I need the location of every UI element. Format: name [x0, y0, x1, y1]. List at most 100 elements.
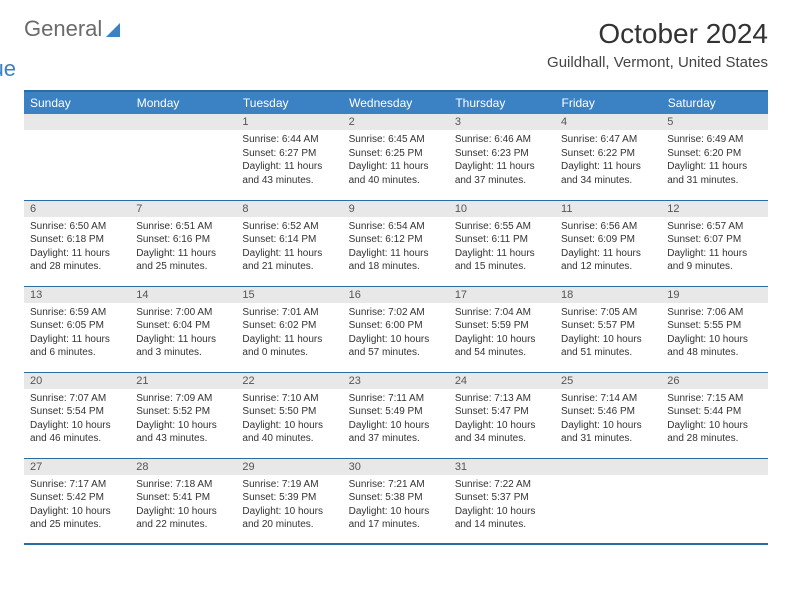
day-number: 30: [343, 459, 449, 475]
day-header: Saturday: [661, 91, 767, 114]
calendar-cell: 19Sunrise: 7:06 AMSunset: 5:55 PMDayligh…: [661, 286, 767, 372]
day-details: Sunrise: 6:56 AMSunset: 6:09 PMDaylight:…: [555, 217, 661, 278]
calendar-cell: 22Sunrise: 7:10 AMSunset: 5:50 PMDayligh…: [236, 372, 342, 458]
day-number: 17: [449, 287, 555, 303]
day-number: [555, 459, 661, 475]
day-details: [555, 475, 661, 482]
day-number: 16: [343, 287, 449, 303]
day-number: 22: [236, 373, 342, 389]
calendar-cell: 6Sunrise: 6:50 AMSunset: 6:18 PMDaylight…: [24, 200, 130, 286]
day-number: 8: [236, 201, 342, 217]
calendar-week: 27Sunrise: 7:17 AMSunset: 5:42 PMDayligh…: [24, 458, 768, 544]
day-details: Sunrise: 7:11 AMSunset: 5:49 PMDaylight:…: [343, 389, 449, 450]
calendar-week: 6Sunrise: 6:50 AMSunset: 6:18 PMDaylight…: [24, 200, 768, 286]
calendar-cell: 5Sunrise: 6:49 AMSunset: 6:20 PMDaylight…: [661, 114, 767, 200]
brand-word1: General: [24, 18, 102, 40]
day-details: [24, 130, 130, 137]
month-title: October 2024: [547, 18, 768, 50]
calendar-cell: 26Sunrise: 7:15 AMSunset: 5:44 PMDayligh…: [661, 372, 767, 458]
day-details: Sunrise: 7:19 AMSunset: 5:39 PMDaylight:…: [236, 475, 342, 536]
calendar-cell: [130, 114, 236, 200]
day-details: Sunrise: 6:46 AMSunset: 6:23 PMDaylight:…: [449, 130, 555, 191]
day-details: Sunrise: 7:13 AMSunset: 5:47 PMDaylight:…: [449, 389, 555, 450]
calendar-cell: 18Sunrise: 7:05 AMSunset: 5:57 PMDayligh…: [555, 286, 661, 372]
calendar-cell: 17Sunrise: 7:04 AMSunset: 5:59 PMDayligh…: [449, 286, 555, 372]
day-details: Sunrise: 7:09 AMSunset: 5:52 PMDaylight:…: [130, 389, 236, 450]
day-number: 19: [661, 287, 767, 303]
calendar-cell: 27Sunrise: 7:17 AMSunset: 5:42 PMDayligh…: [24, 458, 130, 544]
calendar-cell: 7Sunrise: 6:51 AMSunset: 6:16 PMDaylight…: [130, 200, 236, 286]
day-details: Sunrise: 7:04 AMSunset: 5:59 PMDaylight:…: [449, 303, 555, 364]
calendar-cell: 12Sunrise: 6:57 AMSunset: 6:07 PMDayligh…: [661, 200, 767, 286]
day-number: 11: [555, 201, 661, 217]
day-details: Sunrise: 6:51 AMSunset: 6:16 PMDaylight:…: [130, 217, 236, 278]
day-details: Sunrise: 7:17 AMSunset: 5:42 PMDaylight:…: [24, 475, 130, 536]
day-details: Sunrise: 7:10 AMSunset: 5:50 PMDaylight:…: [236, 389, 342, 450]
day-number: 12: [661, 201, 767, 217]
calendar-cell: 11Sunrise: 6:56 AMSunset: 6:09 PMDayligh…: [555, 200, 661, 286]
day-number: [130, 114, 236, 130]
day-number: 9: [343, 201, 449, 217]
day-number: 29: [236, 459, 342, 475]
day-number: 10: [449, 201, 555, 217]
day-number: 24: [449, 373, 555, 389]
calendar-week: 1Sunrise: 6:44 AMSunset: 6:27 PMDaylight…: [24, 114, 768, 200]
day-number: [24, 114, 130, 130]
sail-icon: [106, 23, 120, 37]
day-details: Sunrise: 6:47 AMSunset: 6:22 PMDaylight:…: [555, 130, 661, 191]
day-details: Sunrise: 7:15 AMSunset: 5:44 PMDaylight:…: [661, 389, 767, 450]
day-details: Sunrise: 6:49 AMSunset: 6:20 PMDaylight:…: [661, 130, 767, 191]
calendar-week: 20Sunrise: 7:07 AMSunset: 5:54 PMDayligh…: [24, 372, 768, 458]
day-number: 14: [130, 287, 236, 303]
day-number: 5: [661, 114, 767, 130]
day-header-row: SundayMondayTuesdayWednesdayThursdayFrid…: [24, 91, 768, 114]
calendar-cell: [555, 458, 661, 544]
calendar-cell: 23Sunrise: 7:11 AMSunset: 5:49 PMDayligh…: [343, 372, 449, 458]
calendar-cell: 3Sunrise: 6:46 AMSunset: 6:23 PMDaylight…: [449, 114, 555, 200]
calendar-cell: 28Sunrise: 7:18 AMSunset: 5:41 PMDayligh…: [130, 458, 236, 544]
calendar-cell: 16Sunrise: 7:02 AMSunset: 6:00 PMDayligh…: [343, 286, 449, 372]
day-number: 21: [130, 373, 236, 389]
day-details: Sunrise: 6:52 AMSunset: 6:14 PMDaylight:…: [236, 217, 342, 278]
day-number: 18: [555, 287, 661, 303]
title-block: October 2024 Guildhall, Vermont, United …: [547, 18, 768, 71]
calendar-cell: 31Sunrise: 7:22 AMSunset: 5:37 PMDayligh…: [449, 458, 555, 544]
calendar-cell: 15Sunrise: 7:01 AMSunset: 6:02 PMDayligh…: [236, 286, 342, 372]
calendar-cell: 30Sunrise: 7:21 AMSunset: 5:38 PMDayligh…: [343, 458, 449, 544]
calendar-cell: 24Sunrise: 7:13 AMSunset: 5:47 PMDayligh…: [449, 372, 555, 458]
day-number: 13: [24, 287, 130, 303]
brand-logo: General Blue: [24, 18, 120, 80]
day-details: Sunrise: 6:57 AMSunset: 6:07 PMDaylight:…: [661, 217, 767, 278]
calendar-cell: [661, 458, 767, 544]
day-details: Sunrise: 6:44 AMSunset: 6:27 PMDaylight:…: [236, 130, 342, 191]
day-number: 6: [24, 201, 130, 217]
calendar-cell: 4Sunrise: 6:47 AMSunset: 6:22 PMDaylight…: [555, 114, 661, 200]
day-number: 28: [130, 459, 236, 475]
day-details: Sunrise: 6:50 AMSunset: 6:18 PMDaylight:…: [24, 217, 130, 278]
day-number: 2: [343, 114, 449, 130]
day-details: [130, 130, 236, 137]
day-details: Sunrise: 6:55 AMSunset: 6:11 PMDaylight:…: [449, 217, 555, 278]
calendar-cell: 10Sunrise: 6:55 AMSunset: 6:11 PMDayligh…: [449, 200, 555, 286]
day-header: Monday: [130, 91, 236, 114]
calendar-cell: 21Sunrise: 7:09 AMSunset: 5:52 PMDayligh…: [130, 372, 236, 458]
day-header: Friday: [555, 91, 661, 114]
day-details: Sunrise: 7:05 AMSunset: 5:57 PMDaylight:…: [555, 303, 661, 364]
day-number: 4: [555, 114, 661, 130]
day-details: Sunrise: 7:02 AMSunset: 6:00 PMDaylight:…: [343, 303, 449, 364]
calendar-table: SundayMondayTuesdayWednesdayThursdayFrid…: [24, 90, 768, 545]
location-text: Guildhall, Vermont, United States: [547, 54, 768, 71]
brand-word2: Blue: [0, 58, 16, 80]
day-details: Sunrise: 7:06 AMSunset: 5:55 PMDaylight:…: [661, 303, 767, 364]
day-number: 20: [24, 373, 130, 389]
day-details: [661, 475, 767, 482]
day-number: 23: [343, 373, 449, 389]
day-details: Sunrise: 6:45 AMSunset: 6:25 PMDaylight:…: [343, 130, 449, 191]
day-details: Sunrise: 7:18 AMSunset: 5:41 PMDaylight:…: [130, 475, 236, 536]
calendar-cell: 9Sunrise: 6:54 AMSunset: 6:12 PMDaylight…: [343, 200, 449, 286]
day-number: [661, 459, 767, 475]
day-number: 3: [449, 114, 555, 130]
calendar-cell: 13Sunrise: 6:59 AMSunset: 6:05 PMDayligh…: [24, 286, 130, 372]
day-number: 25: [555, 373, 661, 389]
day-details: Sunrise: 7:14 AMSunset: 5:46 PMDaylight:…: [555, 389, 661, 450]
